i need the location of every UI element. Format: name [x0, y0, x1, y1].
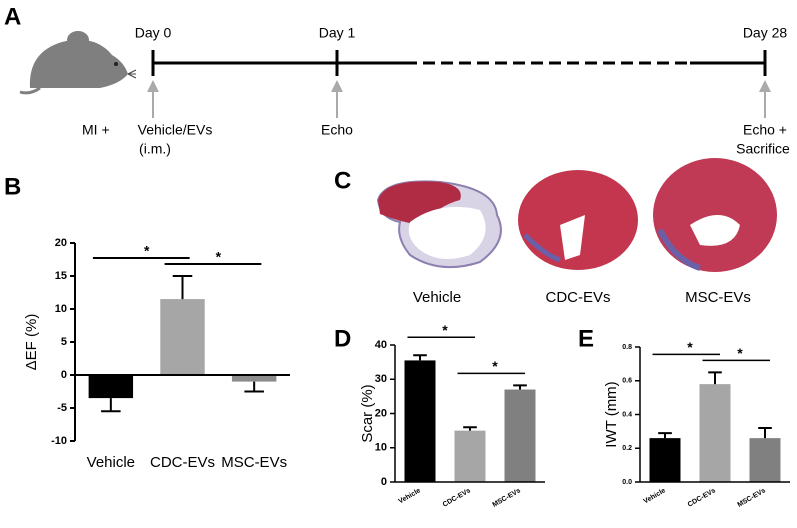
bar — [504, 389, 536, 482]
panel-letter: B — [4, 173, 21, 200]
error-bar — [101, 398, 121, 413]
timeline — [151, 50, 767, 76]
y-tick-label: 10 — [55, 303, 67, 315]
time-point: Day 1 — [319, 25, 356, 41]
event-label: MI + — [82, 122, 110, 138]
y-axis-label: ΔEF (%) — [23, 314, 40, 371]
y-axis-label: IWT (mm) — [603, 381, 620, 447]
event-label: (i.m.) — [139, 141, 171, 157]
error-bar — [658, 432, 672, 439]
error-bar — [513, 384, 527, 390]
error-bar — [244, 381, 264, 393]
panel-letter: E — [578, 325, 594, 352]
x-tick-label: MSC-EVs — [221, 454, 287, 471]
panel-letter: C — [334, 167, 351, 194]
bar — [231, 375, 277, 382]
event-label: Vehicle/EVs — [138, 122, 213, 138]
significance-label: * — [442, 322, 448, 338]
y-tick-label: 0 — [381, 476, 387, 488]
section-label: CDC-EVs — [545, 289, 610, 306]
bar — [699, 384, 731, 482]
heart-sections — [376, 158, 777, 272]
y-tick-label: 0.0 — [622, 479, 632, 486]
mouse-icon — [19, 31, 137, 95]
y-axis-label: Scar (%) — [359, 384, 376, 442]
bar — [88, 375, 134, 399]
time-point: Day 28 — [743, 25, 788, 41]
event-label: Echo + — [743, 122, 787, 138]
x-tick-label: MSC-EVs — [491, 487, 522, 509]
y-tick-label: 0 — [61, 369, 67, 381]
error-bar — [413, 354, 427, 361]
error-bar — [758, 427, 772, 439]
error-bar — [172, 275, 193, 300]
y-tick-label: -10 — [51, 435, 67, 447]
significance-label: * — [687, 339, 693, 355]
section-label: Vehicle — [413, 289, 461, 306]
panel-letter: A — [4, 3, 21, 30]
x-tick-label: Vehicle — [643, 487, 667, 505]
significance-label: * — [737, 345, 743, 361]
x-tick-label: CDC-EVs — [442, 487, 472, 508]
y-tick-label: 0.6 — [622, 378, 632, 385]
bar — [649, 438, 681, 482]
x-tick-label: Vehicle — [398, 487, 422, 505]
panel-letter: D — [334, 325, 351, 352]
y-tick-label: 0.4 — [622, 411, 632, 418]
time-point: Day 0 — [135, 25, 172, 41]
arrows — [147, 80, 771, 118]
significance-label: * — [492, 358, 498, 374]
significance-label: * — [144, 243, 150, 259]
bar — [454, 430, 486, 482]
x-tick-label: MSC-EVs — [736, 487, 767, 509]
bar — [160, 299, 205, 375]
event-label: Echo — [321, 122, 353, 138]
y-tick-label: -5 — [57, 402, 67, 414]
event-label: Sacrifice — [736, 141, 790, 157]
y-tick-label: 0.8 — [622, 344, 632, 351]
y-tick-label: 0.2 — [622, 445, 632, 452]
y-tick-label: 40 — [375, 339, 387, 351]
y-tick-label: 10 — [375, 442, 387, 454]
x-tick-label: CDC-EVs — [150, 454, 215, 471]
y-tick-label: 20 — [55, 237, 67, 249]
x-tick-label: CDC-EVs — [687, 487, 717, 508]
bar — [404, 360, 436, 482]
y-tick-label: 20 — [375, 407, 387, 419]
error-bar — [463, 426, 477, 431]
x-tick-label: Vehicle — [87, 454, 135, 471]
significance-label: * — [216, 249, 222, 265]
error-bar — [708, 371, 722, 385]
y-tick-label: 5 — [61, 336, 67, 348]
bar — [749, 438, 781, 482]
y-tick-label: 15 — [55, 270, 67, 282]
section-label: MSC-EVs — [685, 289, 751, 306]
y-tick-label: 30 — [375, 373, 387, 385]
